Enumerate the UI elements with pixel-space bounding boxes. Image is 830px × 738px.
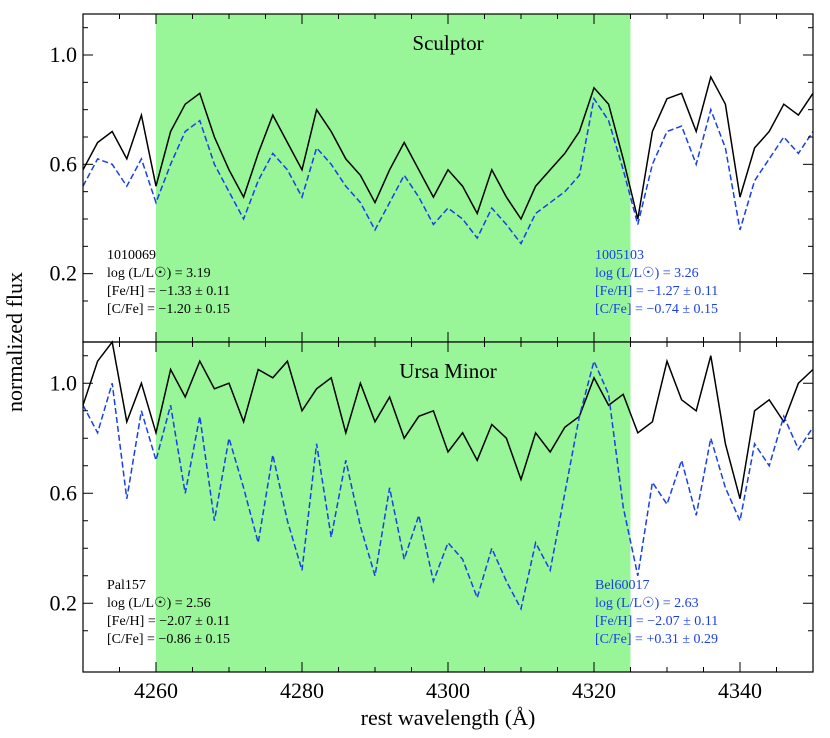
- x-tick-label: 4340: [718, 678, 762, 703]
- y-tick-label: 0.6: [50, 151, 78, 176]
- y-tick-label: 0.2: [50, 590, 78, 615]
- annotation-ursa-minor-left-line-4: [C/Fe] = −0.86 ± 0.15: [107, 632, 230, 647]
- y-axis-label: normalized flux: [2, 272, 27, 412]
- y-tick-label: 0.6: [50, 480, 78, 505]
- annotation-sculptor-right-line-2: log (L/L☉) = 3.26: [595, 266, 699, 281]
- annotation-ursa-minor-left-line-2: log (L/L☉) = 2.56: [107, 596, 211, 611]
- annotation-ursa-minor-right-line-4: [C/Fe] = +0.31 ± 0.29: [595, 632, 718, 647]
- x-tick-label: 4300: [426, 678, 470, 703]
- panel-title-ursa-minor: Ursa Minor: [399, 359, 496, 383]
- annotation-sculptor-right-line-4: [C/Fe] = −0.74 ± 0.15: [595, 302, 718, 317]
- series-line-ursa-minor-blue: [82, 358, 814, 611]
- annotation-ursa-minor-right-line-2: log (L/L☉) = 2.63: [595, 596, 699, 611]
- x-tick-label: 4280: [280, 678, 324, 703]
- series-line-ursa-minor-black: [82, 340, 814, 499]
- series-line-sculptor-blue: [82, 96, 814, 246]
- annotation-ursa-minor-left-line-1: Pal157: [107, 578, 146, 593]
- annotation-sculptor-left-line-1: 1010069: [107, 248, 156, 263]
- panel-title-sculptor: Sculptor: [412, 31, 483, 55]
- annotation-sculptor-left-line-4: [C/Fe] = −1.20 ± 0.15: [107, 302, 230, 317]
- annotation-sculptor-left-line-3: [Fe/H] = −1.33 ± 0.11: [107, 284, 230, 299]
- series-line-sculptor-black: [82, 74, 814, 221]
- y-tick-label: 1.0: [50, 370, 78, 395]
- x-axis-label: rest wavelength (Å): [361, 705, 536, 730]
- annotation-sculptor-left-line-2: log (L/L☉) = 3.19: [107, 266, 211, 281]
- annotation-ursa-minor-left-line-3: [Fe/H] = −2.07 ± 0.11: [107, 614, 230, 629]
- annotation-ursa-minor-right-line-3: [Fe/H] = −2.07 ± 0.11: [595, 614, 718, 629]
- annotation-ursa-minor-right-line-1: Bel60017: [595, 578, 649, 593]
- x-tick-label: 4260: [134, 678, 178, 703]
- highlight-band-ursa-minor: [156, 342, 631, 672]
- y-tick-label: 0.2: [50, 261, 78, 286]
- x-tick-label: 4320: [572, 678, 616, 703]
- annotation-sculptor-right-line-1: 1005103: [595, 248, 644, 263]
- annotation-sculptor-right-line-3: [Fe/H] = −1.27 ± 0.11: [595, 284, 718, 299]
- highlight-band-sculptor: [156, 14, 631, 342]
- y-tick-label: 1.0: [50, 42, 78, 67]
